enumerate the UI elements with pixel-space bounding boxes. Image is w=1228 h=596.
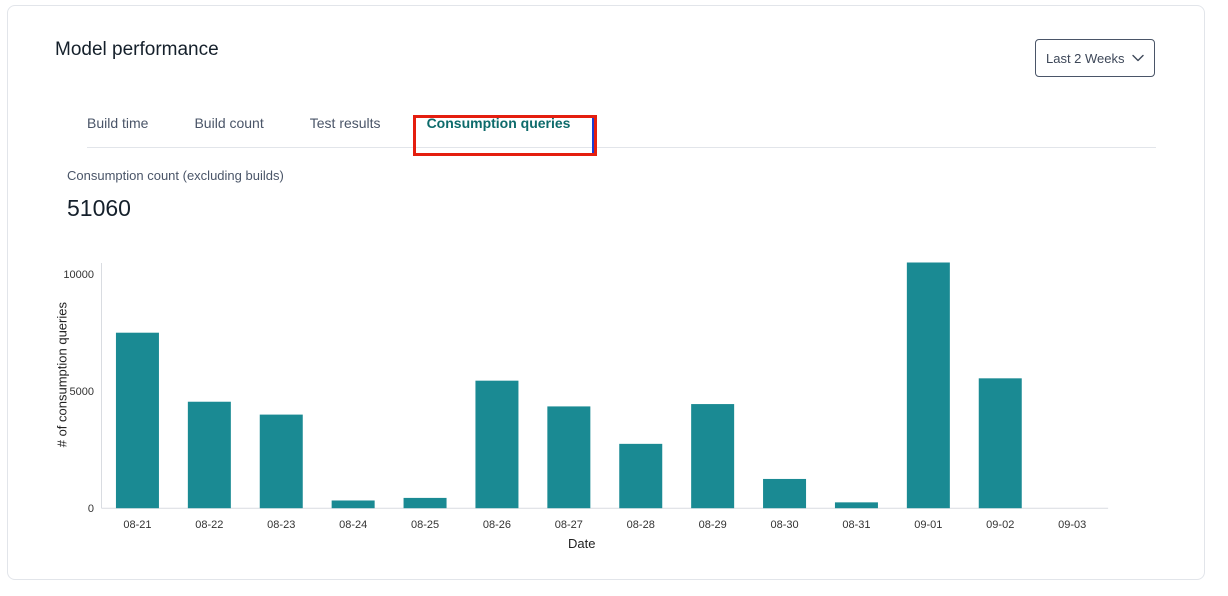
svg-text:08-27: 08-27 bbox=[555, 519, 583, 531]
svg-text:08-26: 08-26 bbox=[483, 519, 511, 531]
svg-text:08-25: 08-25 bbox=[411, 519, 439, 531]
svg-text:5000: 5000 bbox=[70, 386, 94, 398]
svg-text:Date: Date bbox=[568, 536, 595, 551]
svg-text:08-30: 08-30 bbox=[770, 519, 798, 531]
svg-text:08-23: 08-23 bbox=[267, 519, 295, 531]
svg-text:08-22: 08-22 bbox=[195, 519, 223, 531]
svg-text:08-29: 08-29 bbox=[699, 519, 727, 531]
svg-text:08-21: 08-21 bbox=[123, 519, 151, 531]
svg-text:09-03: 09-03 bbox=[1058, 519, 1086, 531]
svg-text:08-28: 08-28 bbox=[627, 519, 655, 531]
svg-text:# of consumption queries: # of consumption queries bbox=[54, 302, 69, 448]
svg-text:09-01: 09-01 bbox=[914, 519, 942, 531]
svg-text:10000: 10000 bbox=[63, 269, 94, 281]
svg-text:08-24: 08-24 bbox=[339, 519, 367, 531]
svg-text:08-31: 08-31 bbox=[842, 519, 870, 531]
svg-text:0: 0 bbox=[88, 503, 94, 515]
svg-text:09-02: 09-02 bbox=[986, 519, 1014, 531]
